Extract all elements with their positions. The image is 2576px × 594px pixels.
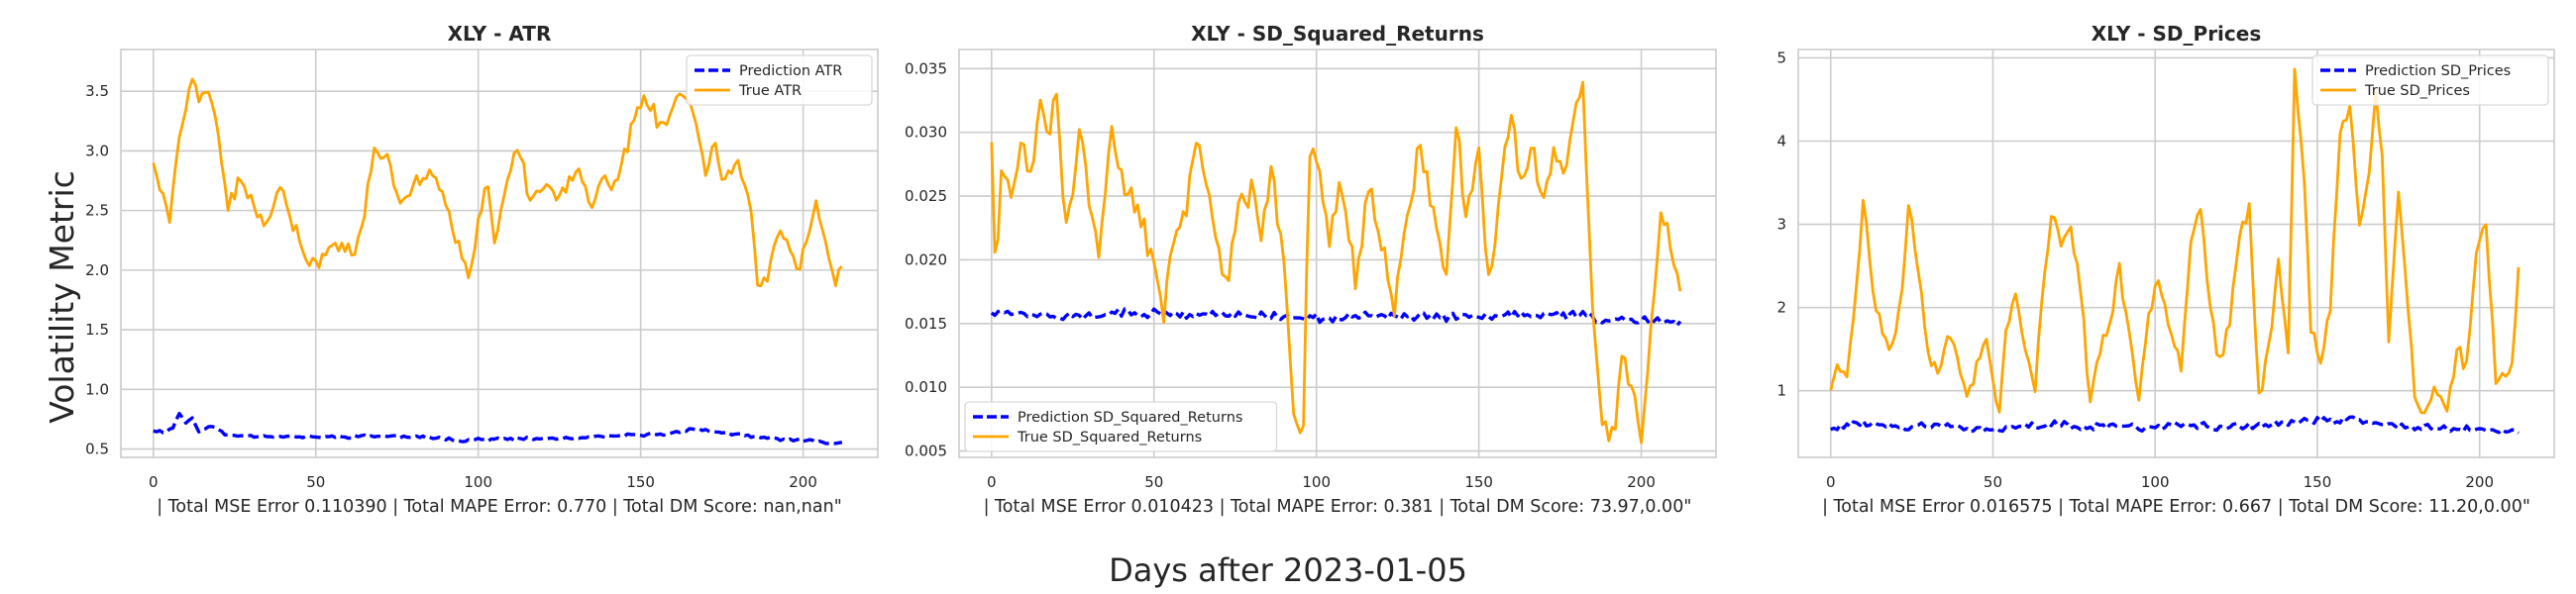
figure-xlabel: Days after 2023-01-05 [1109,551,1467,589]
x-tick-label: 100 [1302,473,1331,491]
x-tick-label: 100 [2141,473,2170,491]
plot-area [121,50,878,457]
y-tick-label: 0.5 [85,441,109,458]
x-tick-label: 0 [1826,473,1836,491]
y-tick-label: 3.0 [85,142,109,159]
x-tick-label: 150 [626,473,655,491]
x-tick-label: 200 [789,473,817,491]
y-tick-label: 0.015 [905,315,947,333]
legend-box [2311,54,2549,106]
legend-entry: Prediction SD_Squared_Returns [1018,410,1242,426]
chart-title: XLY - SD_Prices [2092,22,2261,46]
chart-panel-3: 0 50 100 150 200 1 2 3 4 5 XLY - SD_Prices | Total … [1776,22,2555,517]
y-tick-label: 4 [1776,132,1786,149]
legend: Prediction ATR True ATR [686,54,873,106]
legend-entry: True SD_Squared_Returns [1017,430,1202,446]
y-tick-label: 5 [1776,49,1786,66]
legend: Prediction SD_Squared_Returns True SD_Squ… [964,401,1278,452]
y-tick-label: 3.5 [85,82,109,100]
plot-frame [1797,49,2555,458]
chart-xlabel: | Total MSE Error 0.016575 | Total MAPE … [1822,497,2530,517]
y-tick-label: 0.025 [905,187,947,205]
series-line-prediction [1830,415,2521,435]
series-line-prediction [990,307,1682,328]
y-tick-label: 0.010 [905,378,947,396]
chart-panel-1: 0 50 100 150 200 0.5 1.0 1.5 2.0 2.5 3.0 3.5 XLY - A… [85,22,879,517]
series-line-true [152,77,843,288]
plot-frame [958,49,1717,458]
x-tick-label: 50 [1984,473,2002,491]
x-tick-label: 150 [2304,473,2332,491]
y-tick-label: 0.005 [905,443,947,460]
x-tick-label: 100 [464,473,492,491]
y-tick-label: 0.035 [905,59,947,77]
legend-box [964,401,1278,452]
figure-ylabel: Volatility Metric [43,170,81,424]
chart-xlabel: | Total MSE Error 0.010423 | Total MAPE … [984,497,1692,517]
y-tick-label: 0.030 [905,124,947,142]
chart-title: XLY - ATR [448,22,552,46]
legend-entry: Prediction SD_Prices [2365,63,2511,79]
y-tick-label: 1.5 [85,321,109,339]
y-tick-label: 0.020 [905,250,947,268]
plot-area [959,50,1716,457]
y-tick-label: 1 [1776,382,1786,400]
y-tick-label: 2.0 [85,261,109,279]
plot-area [1798,50,2554,457]
y-tick-label: 1.0 [85,380,109,398]
x-tick-label: 0 [149,473,159,491]
x-tick-label: 150 [1464,473,1493,491]
x-tick-label: 200 [2465,473,2494,491]
chart-panel-2: 0 50 100 150 200 0.005 0.010 0.015 0.020 0.025 0.0… [905,22,1717,517]
x-tick-label: 50 [306,473,325,491]
chart-xlabel: | Total MSE Error 0.110390 | Total MAPE … [157,497,842,517]
plot-frame [120,49,879,458]
legend-entry: True ATR [738,83,802,99]
y-tick-label: 2.5 [85,202,109,220]
y-tick-label: 2 [1776,299,1786,317]
legend: Prediction SD_Prices True SD_Prices [2311,54,2549,106]
series-line-true [990,80,1682,445]
legend-box [686,54,873,106]
series-line-true [1829,67,2521,415]
x-tick-label: 200 [1627,473,1656,491]
series-line-prediction [153,412,843,446]
chart-title: XLY - SD_Squared_Returns [1191,22,1484,46]
y-tick-label: 3 [1776,216,1786,234]
x-tick-label: 50 [1144,473,1163,491]
x-tick-label: 0 [987,473,997,491]
legend-entry: True SD_Prices [2364,83,2470,99]
legend-entry: Prediction ATR [739,63,842,79]
